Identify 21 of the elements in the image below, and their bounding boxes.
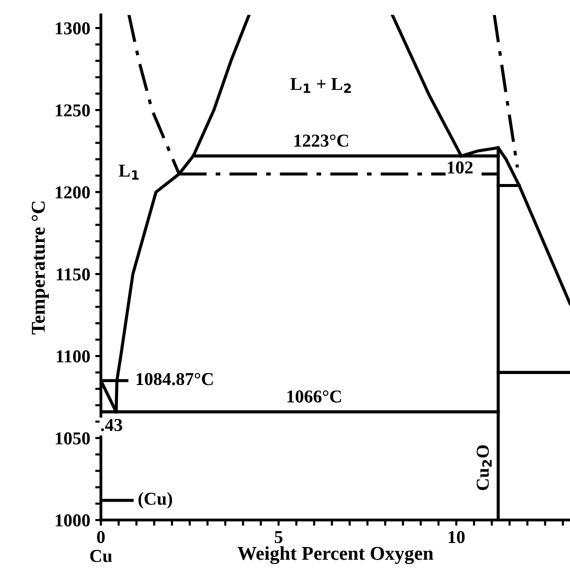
annotation: L$_{1}$: [118, 164, 139, 180]
y-tick-label: 1050: [56, 432, 90, 444]
x-tick-label: 10: [448, 530, 465, 544]
annotation: Cu$_{2}$O: [476, 445, 492, 490]
y-tick-label: 1150: [56, 268, 90, 280]
annotation: 1223°C: [294, 134, 348, 147]
x-axis-title: Weight Percent Oxygen: [238, 546, 434, 564]
annotation: 102: [448, 161, 473, 174]
annotation: 1084.87°C: [136, 372, 213, 386]
x-tick-label: 0 Cu: [90, 530, 112, 562]
y-tick-label: 1100: [56, 350, 90, 362]
y-tick-label: 1300: [56, 22, 90, 34]
annotation: (Cu): [138, 492, 172, 509]
x-tick-label: 5: [274, 531, 282, 544]
annotation: .43: [101, 418, 122, 432]
y-axis-title: Temperature °C: [32, 202, 49, 335]
annotation: L$_{1}$ + L$_{2}$: [290, 78, 351, 93]
y-tick-label: 1250: [56, 104, 90, 116]
y-tick-label: 1000: [56, 514, 90, 526]
annotation: 1066°C: [287, 390, 341, 403]
y-tick-label: 1200: [56, 186, 90, 198]
